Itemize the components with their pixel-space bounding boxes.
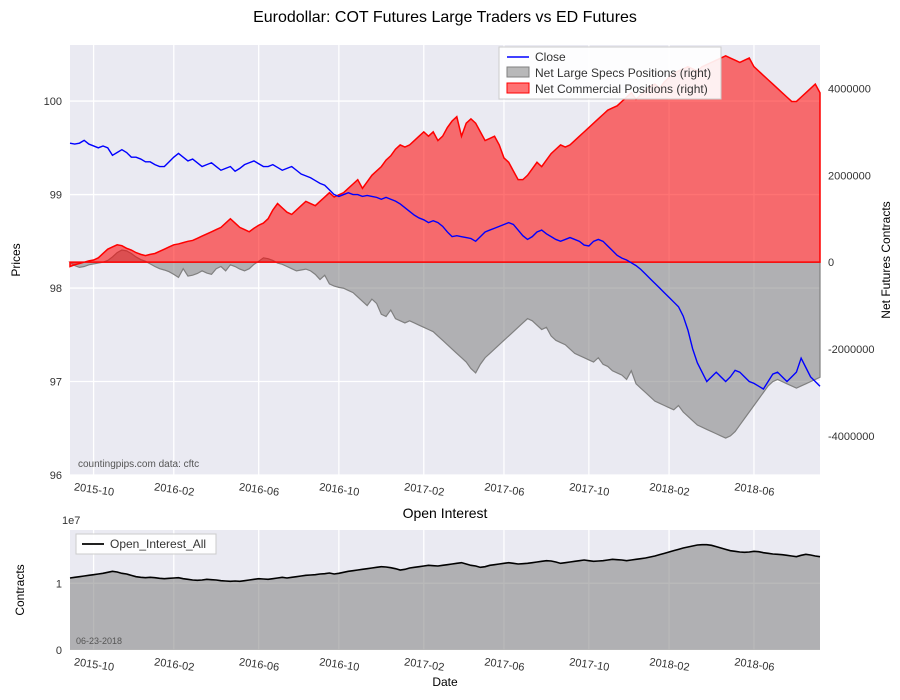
svg-text:2018-02: 2018-02 (649, 481, 691, 499)
svg-text:2016-06: 2016-06 (238, 481, 280, 499)
attribution-text: countingpips.com data: cftc (78, 459, 199, 470)
svg-text:97: 97 (50, 377, 62, 389)
main-title: Eurodollar: COT Futures Large Traders vs… (253, 9, 637, 26)
oi-date-label: 06-23-2018 (76, 636, 122, 646)
svg-text:2017-06: 2017-06 (484, 481, 526, 499)
svg-text:2017-02: 2017-02 (403, 656, 445, 674)
svg-text:99: 99 (50, 190, 62, 202)
yright-label: Net Futures Contracts (879, 201, 893, 318)
svg-text:96: 96 (50, 470, 62, 482)
svg-text:2017-02: 2017-02 (403, 481, 445, 499)
oi-title: Open Interest (403, 505, 488, 521)
svg-text:Close: Close (535, 50, 566, 64)
svg-text:Open_Interest_All: Open_Interest_All (110, 537, 206, 551)
svg-text:2017-06: 2017-06 (484, 656, 526, 674)
svg-text:2018-06: 2018-06 (734, 656, 776, 674)
svg-text:2015-10: 2015-10 (73, 656, 115, 674)
oi-offset: 1e7 (62, 515, 80, 527)
yleft-label: Prices (9, 243, 23, 276)
chart-root: Eurodollar: COT Futures Large Traders vs… (0, 0, 900, 700)
svg-text:Net Large Specs Positions (rig: Net Large Specs Positions (right) (535, 66, 711, 80)
oi-xlabel: Date (432, 675, 458, 689)
svg-text:2018-02: 2018-02 (649, 656, 691, 674)
svg-text:100: 100 (44, 96, 62, 108)
svg-text:2018-06: 2018-06 (734, 481, 776, 499)
oi-legend: Open_Interest_All (76, 534, 216, 554)
svg-text:2017-10: 2017-10 (568, 656, 610, 674)
svg-text:0: 0 (828, 257, 834, 269)
svg-text:4000000: 4000000 (828, 83, 871, 95)
svg-text:Net Commercial Positions (righ: Net Commercial Positions (right) (535, 82, 708, 96)
svg-text:2016-10: 2016-10 (318, 481, 360, 499)
svg-text:0: 0 (56, 645, 62, 657)
svg-text:2017-10: 2017-10 (568, 481, 610, 499)
svg-text:2016-06: 2016-06 (238, 656, 280, 674)
svg-text:98: 98 (50, 283, 62, 295)
svg-text:-4000000: -4000000 (828, 431, 875, 443)
main-legend: Close Net Large Specs Positions (right) Ne… (499, 47, 721, 99)
svg-text:2016-02: 2016-02 (153, 481, 195, 499)
svg-text:1: 1 (56, 578, 62, 590)
svg-text:2016-10: 2016-10 (318, 656, 360, 674)
svg-text:2000000: 2000000 (828, 170, 871, 182)
oi-ylabel: Contracts (13, 564, 27, 615)
svg-text:2016-02: 2016-02 (153, 656, 195, 674)
svg-text:-2000000: -2000000 (828, 344, 875, 356)
svg-text:2015-10: 2015-10 (73, 481, 115, 499)
